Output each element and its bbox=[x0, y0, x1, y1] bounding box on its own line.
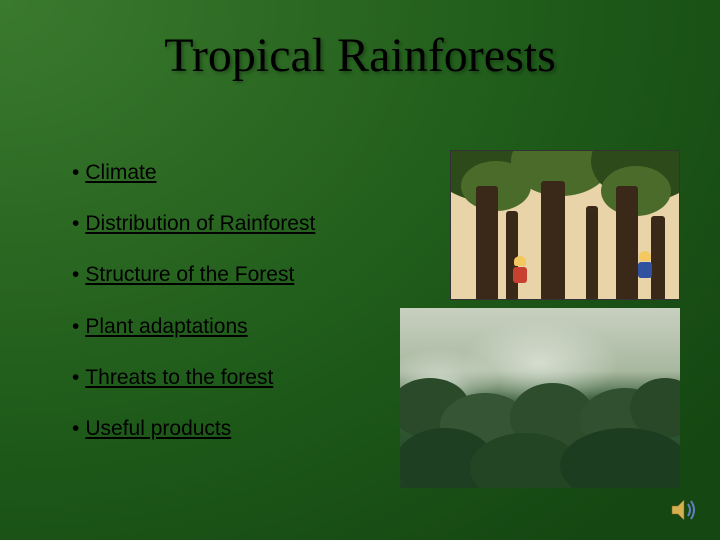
bullet-dot: • bbox=[72, 160, 79, 185]
slide-title: Tropical Rainforests bbox=[0, 0, 720, 83]
bullet-label: Climate bbox=[85, 160, 156, 185]
bullet-dot: • bbox=[72, 211, 79, 236]
bullet-dot: • bbox=[72, 314, 79, 339]
bullet-item[interactable]: • Distribution of Rainforest bbox=[72, 211, 315, 236]
bullet-dot: • bbox=[72, 262, 79, 287]
bullet-dot: • bbox=[72, 416, 79, 441]
bullet-label: Plant adaptations bbox=[85, 314, 247, 339]
loggers-illustration bbox=[450, 150, 680, 300]
bullet-list: • Climate • Distribution of Rainforest •… bbox=[72, 160, 315, 467]
bullet-label: Threats to the forest bbox=[85, 365, 273, 390]
bullet-item[interactable]: • Climate bbox=[72, 160, 315, 185]
bullet-label: Useful products bbox=[85, 416, 231, 441]
bullet-item[interactable]: • Useful products bbox=[72, 416, 315, 441]
rainforest-photo bbox=[400, 308, 680, 488]
bullet-dot: • bbox=[72, 365, 79, 390]
bullet-item[interactable]: • Threats to the forest bbox=[72, 365, 315, 390]
bullet-label: Distribution of Rainforest bbox=[85, 211, 315, 236]
bullet-item[interactable]: • Structure of the Forest bbox=[72, 262, 315, 287]
bullet-item[interactable]: • Plant adaptations bbox=[72, 314, 315, 339]
sound-icon[interactable] bbox=[668, 494, 700, 526]
bullet-label: Structure of the Forest bbox=[85, 262, 294, 287]
